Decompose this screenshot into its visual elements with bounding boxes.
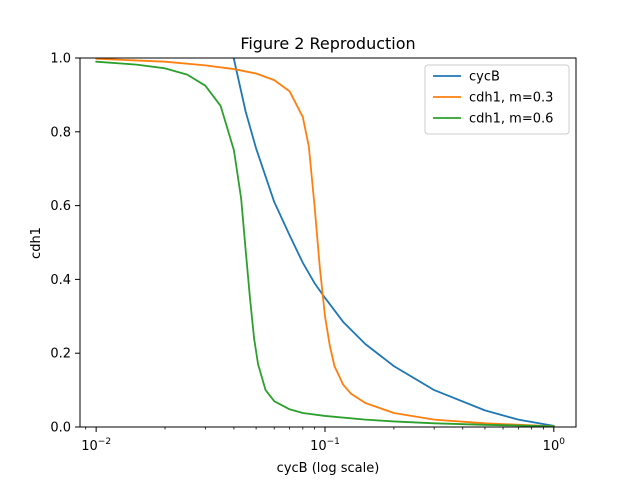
axes-frame [79, 57, 577, 428]
chart-title: Figure 2 Reproduction [240, 34, 415, 53]
y-tick-label: 1.0 [50, 52, 71, 67]
series-line-3 [95, 60, 555, 427]
x-tick-exponent: −1 [327, 437, 340, 447]
legend: cycB cdh1, m=0.3 cdh1, m=0.6 [424, 64, 570, 135]
plot-area [79, 57, 577, 428]
legend-label-3: cdh1, m=0.6 [469, 112, 553, 127]
x-tick-exponent: 0 [559, 437, 565, 447]
y-axis: 0.0 0.2 0.4 0.6 0.8 1.0 [50, 52, 80, 436]
y-tick-label: 0.4 [50, 273, 71, 288]
series-line-2 [95, 58, 555, 427]
y-tick-label: 0.6 [50, 199, 71, 214]
y-tick-label: 0.2 [50, 347, 71, 362]
y-axis-label: cdh1 [29, 227, 44, 259]
y-tick-label: 0.0 [50, 421, 71, 436]
series-line-1 [232, 58, 555, 427]
legend-label-2: cdh1, m=0.3 [469, 91, 553, 106]
legend-label-1: cycB [469, 70, 500, 85]
y-tick-label: 0.8 [50, 125, 71, 140]
x-axis-label: cycB (log scale) [277, 461, 380, 476]
x-tick-exponent: −2 [98, 437, 111, 447]
legend-box [424, 64, 570, 135]
